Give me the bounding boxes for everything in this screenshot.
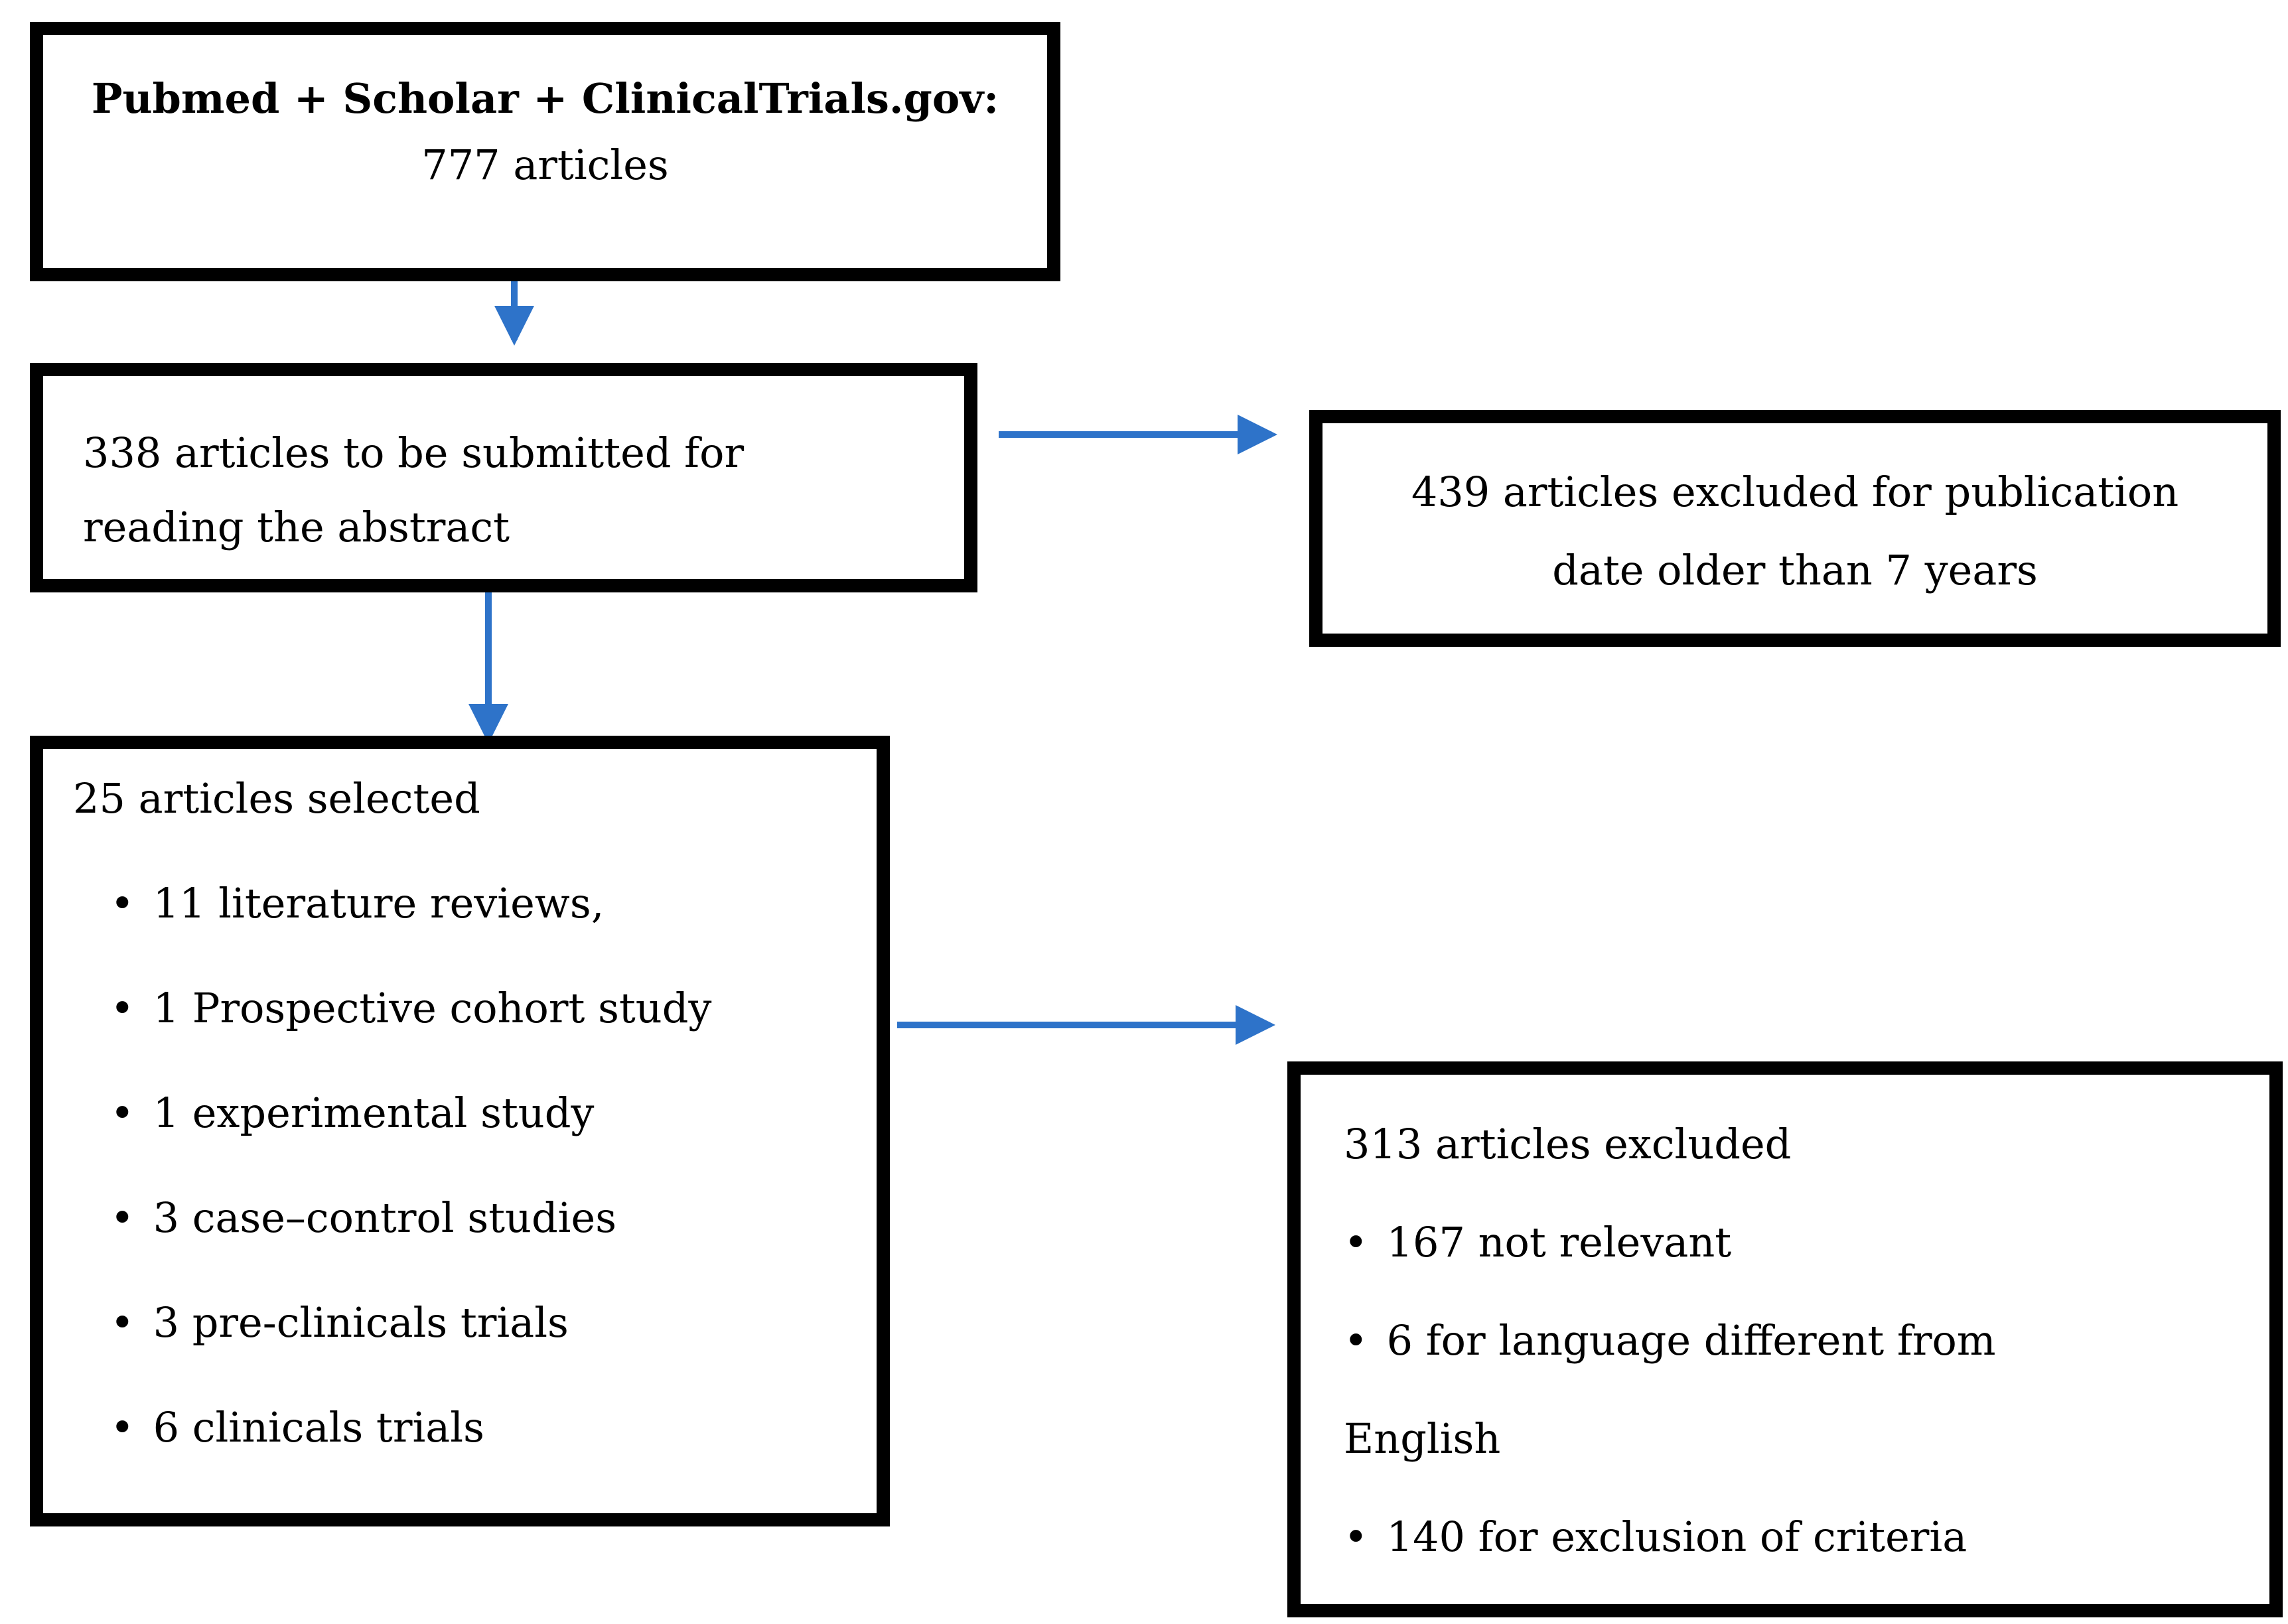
list-item-text: 140 for exclusion of criteria (1386, 1513, 1967, 1561)
bullet-icon: • (110, 984, 135, 1032)
list-item-text: 6 for language different from (1386, 1316, 1996, 1365)
list-item-text: 3 pre-clinicals trials (153, 1298, 569, 1347)
list-item: • 6 clinicals trials (110, 1406, 870, 1450)
list-item: • 3 case–control studies (110, 1196, 870, 1240)
list-item-text: 11 literature reviews, (153, 879, 605, 927)
bullet-icon: • (110, 1193, 135, 1242)
list-item: • 11 literature reviews, (110, 882, 870, 925)
bullet-icon: • (110, 879, 135, 927)
list-item-text: 3 case–control studies (153, 1193, 617, 1242)
box-articles-selected: 25 articles selected • 11 literature revi… (30, 736, 890, 1526)
list-item: • 3 pre-clinicals trials (110, 1301, 870, 1345)
excluded-screening-list-tail: • 140 for exclusion of criteria (1344, 1515, 2263, 1559)
list-item: • 1 experimental study (110, 1091, 870, 1135)
bullet-icon: • (110, 1403, 135, 1452)
box-abstract-screening: 338 articles to be submitted for reading… (30, 363, 977, 592)
search-sources-title: Pubmed + Scholar + ClinicalTrials.gov: (91, 74, 999, 123)
excluded-date-text-line2: date older than 7 years (1552, 546, 2038, 594)
list-item-text: 1 experimental study (153, 1089, 595, 1137)
list-item: • 1 Prospective cohort study (110, 986, 870, 1030)
excluded-screening-heading: 313 articles excluded (1344, 1120, 1792, 1168)
list-item-wrap-continuation: English (1344, 1414, 1501, 1463)
abstract-screening-text-line1: 338 articles to be submitted for (83, 429, 745, 477)
box-articles-excluded-screening: 313 articles excluded • 167 not relevant … (1287, 1061, 2283, 1617)
list-item-text: 167 not relevant (1386, 1218, 1732, 1266)
abstract-screening-text-line2: reading the abstract (83, 503, 510, 551)
bullet-icon: • (1344, 1218, 1368, 1266)
list-item: • 140 for exclusion of criteria (1344, 1515, 2263, 1559)
box-search-sources: Pubmed + Scholar + ClinicalTrials.gov: 7… (30, 22, 1060, 281)
list-item: • 167 not relevant (1344, 1221, 2263, 1264)
box-excluded-publication-date: 439 articles excluded for publication da… (1309, 410, 2281, 647)
excluded-screening-list: • 167 not relevant • 6 for language differ… (1344, 1221, 2263, 1363)
selected-list: • 11 literature reviews, • 1 Prospective c… (110, 882, 870, 1450)
search-sources-count: 777 articles (421, 141, 669, 189)
selected-heading: 25 articles selected (73, 774, 480, 823)
bullet-icon: • (110, 1298, 135, 1347)
list-item-text: 6 clinicals trials (153, 1403, 484, 1452)
excluded-date-text-line1: 439 articles excluded for publication (1411, 468, 2179, 516)
bullet-icon: • (1344, 1513, 1368, 1561)
list-item-text: 1 Prospective cohort study (153, 984, 712, 1032)
list-item: • 6 for language different from (1344, 1319, 2263, 1363)
bullet-icon: • (1344, 1316, 1368, 1365)
bullet-icon: • (110, 1089, 135, 1137)
